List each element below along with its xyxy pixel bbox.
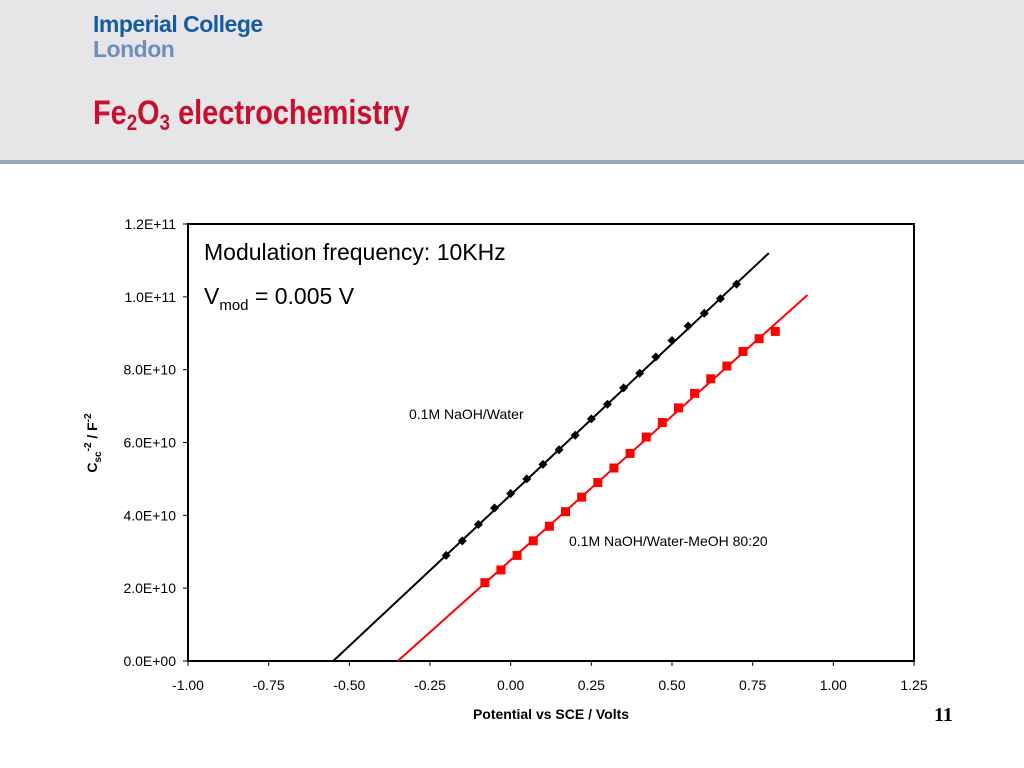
data-point-series-1 [473,519,483,529]
x-tick-label: 1.00 [820,677,847,693]
data-point-series-2 [641,432,651,442]
title-part: Fe [93,94,127,132]
data-point-series-1 [683,321,693,331]
data-point-series-2 [690,388,700,398]
data-point-series-2 [544,521,554,531]
data-point-series-2 [738,346,748,356]
data-point-series-1 [538,459,548,469]
logo-line-1: Imperial College [93,11,263,37]
series-label-water: 0.1M NaOH/Water [409,406,524,422]
title-subscript-1: 2 [126,110,138,135]
y-tick-label: 4.0E+10 [123,507,176,523]
data-point-series-1 [522,474,532,484]
y-tick-label: 2.0E+10 [123,580,176,596]
x-tick-label: 0.50 [658,677,685,693]
y-axis-label: Csc-2 / F-2 [83,413,104,473]
x-tick-label: -1.00 [172,677,204,693]
imperial-college-logo: Imperial College London [93,12,263,62]
fit-line-series-2 [397,294,809,662]
data-point-series-1 [667,336,677,346]
data-point-series-1 [586,414,596,424]
y-tick-label: 6.0E+10 [123,435,176,451]
data-point-series-1 [490,503,500,513]
data-point-series-2 [496,565,506,575]
data-point-series-2 [754,334,764,344]
data-point-series-2 [770,326,780,336]
data-point-series-2 [609,463,619,473]
data-point-series-1 [651,352,661,362]
y-axis-ticks: 0.0E+00 2.0E+10 4.0E+10 6.0E+10 8.0E+10 1.0E+… [123,216,188,669]
title-subscript-2: 3 [159,110,171,135]
title-part: O [137,94,160,132]
data-point-series-1 [570,430,580,440]
data-point-series-1 [441,550,451,560]
data-point-series-2 [561,507,571,517]
x-tick-label: 1.25 [900,677,927,693]
data-point-series-2 [625,448,635,458]
y-tick-label: 0.0E+00 [123,653,176,669]
x-tick-label: -0.75 [253,677,285,693]
data-point-series-2 [593,478,603,488]
x-tick-label: 0.00 [497,677,524,693]
data-point-series-1 [457,536,467,546]
series-group [332,252,809,662]
page-number: 11 [934,704,953,726]
x-axis-ticks: -1.00 -0.75 -0.50 -0.25 0.00 0.25 0.50 0.75 1.00… [172,661,928,693]
data-point-series-1 [554,445,564,455]
data-point-series-1 [635,368,645,378]
plot-area [187,223,915,662]
data-point-series-2 [577,492,587,502]
data-point-series-2 [722,361,732,371]
data-point-series-2 [706,374,716,384]
data-point-series-2 [528,536,538,546]
x-tick-label: -0.25 [414,677,446,693]
annotation-line-1: Modulation frequency: 10KHz [204,239,506,265]
x-tick-label: -0.50 [333,677,365,693]
data-point-series-1 [602,399,612,409]
y-tick-label: 1.0E+11 [124,289,176,305]
data-point-series-2 [480,578,490,588]
x-axis-label: Potential vs SCE / Volts [473,706,629,722]
data-point-series-1 [506,488,516,498]
x-tick-label: 0.25 [578,677,605,693]
data-point-series-1 [715,294,725,304]
y-tick-label: 8.0E+10 [123,362,176,378]
data-point-series-1 [699,308,709,318]
logo-line-2: London [93,36,175,62]
data-point-series-2 [657,417,667,427]
title-part: electrochemistry [170,94,410,132]
data-point-series-1 [619,383,629,393]
y-tick-label: 1.2E+11 [124,216,176,232]
fit-line-series-1 [332,252,770,662]
x-tick-label: 0.75 [739,677,766,693]
slide-title: Fe2O3 electrochemistry [93,94,409,136]
annotation-line-2: Vmod = 0.005 V [204,283,355,314]
data-point-series-2 [512,550,522,560]
series-label-water-meoh: 0.1M NaOH/Water-MeOH 80:20 [569,533,768,549]
data-point-series-2 [673,403,683,413]
slide-header: Imperial College London Fe2O3 electroche… [0,0,1024,164]
data-point-series-1 [732,279,742,289]
